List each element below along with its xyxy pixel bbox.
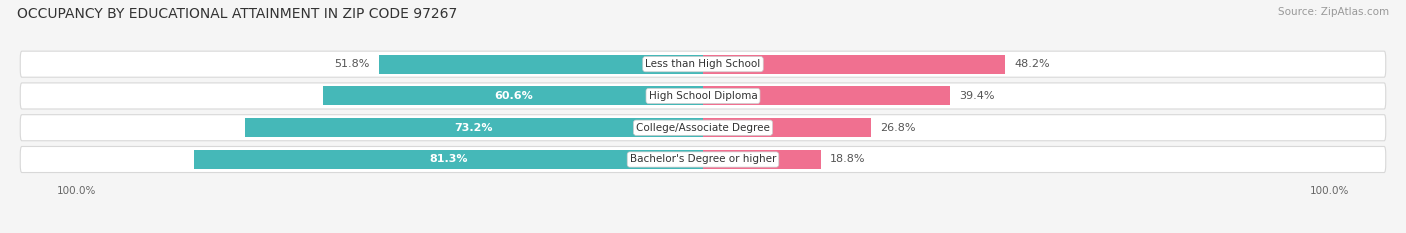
FancyBboxPatch shape bbox=[20, 147, 1386, 172]
Bar bbox=[194, 150, 703, 169]
Text: 73.2%: 73.2% bbox=[454, 123, 494, 133]
Bar bbox=[703, 150, 821, 169]
Text: 18.8%: 18.8% bbox=[830, 154, 866, 164]
Text: Less than High School: Less than High School bbox=[645, 59, 761, 69]
Bar bbox=[703, 118, 870, 137]
Text: OCCUPANCY BY EDUCATIONAL ATTAINMENT IN ZIP CODE 97267: OCCUPANCY BY EDUCATIONAL ATTAINMENT IN Z… bbox=[17, 7, 457, 21]
Text: 81.3%: 81.3% bbox=[429, 154, 468, 164]
Text: Bachelor's Degree or higher: Bachelor's Degree or higher bbox=[630, 154, 776, 164]
Text: Source: ZipAtlas.com: Source: ZipAtlas.com bbox=[1278, 7, 1389, 17]
Bar bbox=[703, 55, 1005, 74]
FancyBboxPatch shape bbox=[20, 51, 1386, 77]
Text: 26.8%: 26.8% bbox=[880, 123, 915, 133]
Bar bbox=[245, 118, 703, 137]
Text: High School Diploma: High School Diploma bbox=[648, 91, 758, 101]
Text: College/Associate Degree: College/Associate Degree bbox=[636, 123, 770, 133]
Text: 48.2%: 48.2% bbox=[1014, 59, 1050, 69]
Bar bbox=[703, 86, 950, 106]
Bar bbox=[378, 55, 703, 74]
FancyBboxPatch shape bbox=[20, 115, 1386, 141]
Text: 51.8%: 51.8% bbox=[333, 59, 370, 69]
Text: 39.4%: 39.4% bbox=[959, 91, 994, 101]
FancyBboxPatch shape bbox=[20, 83, 1386, 109]
Bar bbox=[323, 86, 703, 106]
Text: 60.6%: 60.6% bbox=[494, 91, 533, 101]
